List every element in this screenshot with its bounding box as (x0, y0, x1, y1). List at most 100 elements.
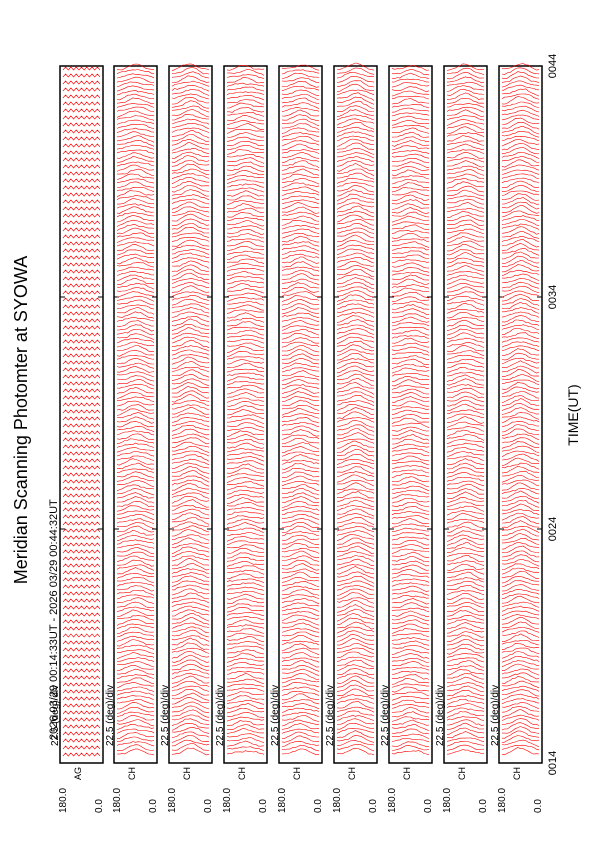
scan-trace (391, 494, 430, 499)
scan-label-180: 180.0 (222, 788, 233, 813)
scan-trace (501, 352, 540, 361)
scan-trace (336, 647, 375, 654)
scan-trace (116, 135, 155, 143)
scan-trace (62, 675, 101, 680)
scan-trace (501, 651, 540, 659)
scan-trace (446, 367, 485, 373)
scan-trace (337, 105, 374, 112)
scan-trace (281, 190, 320, 196)
scan-trace (391, 677, 430, 685)
scan-trace (336, 122, 375, 130)
scan-trace (336, 80, 375, 88)
scan-trace (336, 71, 375, 79)
scan-trace (171, 318, 209, 327)
scan-trace (501, 243, 540, 252)
scan-trace (116, 732, 154, 739)
scan-trace (226, 657, 265, 663)
scan-trace (336, 604, 374, 613)
scan-trace (391, 422, 430, 428)
scan-trace (281, 256, 320, 264)
scan-trace (446, 345, 485, 353)
scan-trace (501, 685, 540, 692)
scan-trace (446, 682, 485, 689)
scan-trace (62, 192, 101, 197)
scan-trace (171, 512, 210, 520)
scan-trace (336, 534, 375, 542)
scan-trace (391, 658, 429, 663)
scan-trace (226, 225, 265, 230)
scan-trace (337, 391, 375, 399)
scan-trace (116, 496, 155, 504)
scan-trace (446, 312, 485, 319)
scan-trace (116, 479, 155, 487)
scan-trace (171, 218, 210, 226)
scan-trace (281, 114, 320, 122)
scan-trace (62, 346, 101, 351)
scan-trace (171, 580, 210, 587)
scan-trace (281, 422, 320, 427)
scan-trace (391, 515, 430, 520)
scan-trace (116, 701, 154, 710)
scan-trace (171, 597, 210, 604)
scan-trace (446, 534, 485, 542)
scan-trace (501, 520, 540, 528)
scan-trace (226, 707, 265, 714)
scan-trace (336, 252, 375, 260)
scan-trace (281, 475, 319, 483)
scan-trace (391, 351, 430, 356)
scan-trace (62, 710, 101, 715)
scan-trace (501, 709, 540, 718)
scan-trace (336, 698, 375, 704)
scan-trace (171, 701, 210, 710)
scan-trace (446, 252, 485, 260)
scan-trace (336, 248, 375, 256)
scan-trace (281, 269, 320, 276)
scan-trace (392, 278, 430, 285)
scan-trace (226, 276, 265, 281)
scan-trace (226, 301, 265, 306)
scan-trace (116, 206, 155, 214)
scan-trace (392, 391, 430, 399)
scan-trace (336, 621, 375, 630)
scan-trace (336, 617, 375, 625)
scan-trace (116, 324, 155, 332)
scan-trace (391, 661, 430, 668)
scan-trace (226, 359, 265, 365)
scan-trace (226, 733, 265, 739)
scan-trace (391, 544, 430, 549)
scan-trace (281, 711, 320, 717)
scan-traces (171, 63, 210, 756)
scan-trace (116, 416, 155, 424)
scan-trace (336, 303, 375, 310)
scan-trace (116, 462, 155, 470)
scan-trace (392, 267, 430, 273)
scan-trace (391, 706, 430, 714)
scan-trace (116, 257, 155, 265)
scan-trace (116, 262, 155, 268)
scan-trace (391, 704, 430, 709)
scan-trace (446, 606, 484, 613)
scan-trace (171, 316, 210, 322)
scan-trace (501, 445, 540, 453)
scan-trace (391, 413, 430, 420)
scan-trace (116, 156, 155, 164)
scan-trace (226, 405, 265, 411)
scan-trace (226, 380, 265, 385)
scan-label-180: 180.0 (442, 788, 453, 813)
scan-trace (171, 173, 210, 179)
scan-trace (446, 228, 485, 235)
scan-trace (501, 173, 540, 180)
scan-trace (116, 585, 155, 592)
panel-frame (59, 65, 104, 764)
scan-trace (116, 505, 155, 512)
scan-trace (336, 138, 374, 147)
scan-trace (281, 652, 320, 659)
scan-trace (226, 229, 265, 236)
scan-trace (337, 747, 375, 756)
scan-trace (446, 265, 485, 272)
scan-trace (62, 374, 101, 379)
scan-trace (62, 528, 101, 533)
scan-trace (226, 312, 265, 319)
scan-trace (446, 477, 485, 482)
scan-trace (226, 123, 264, 130)
